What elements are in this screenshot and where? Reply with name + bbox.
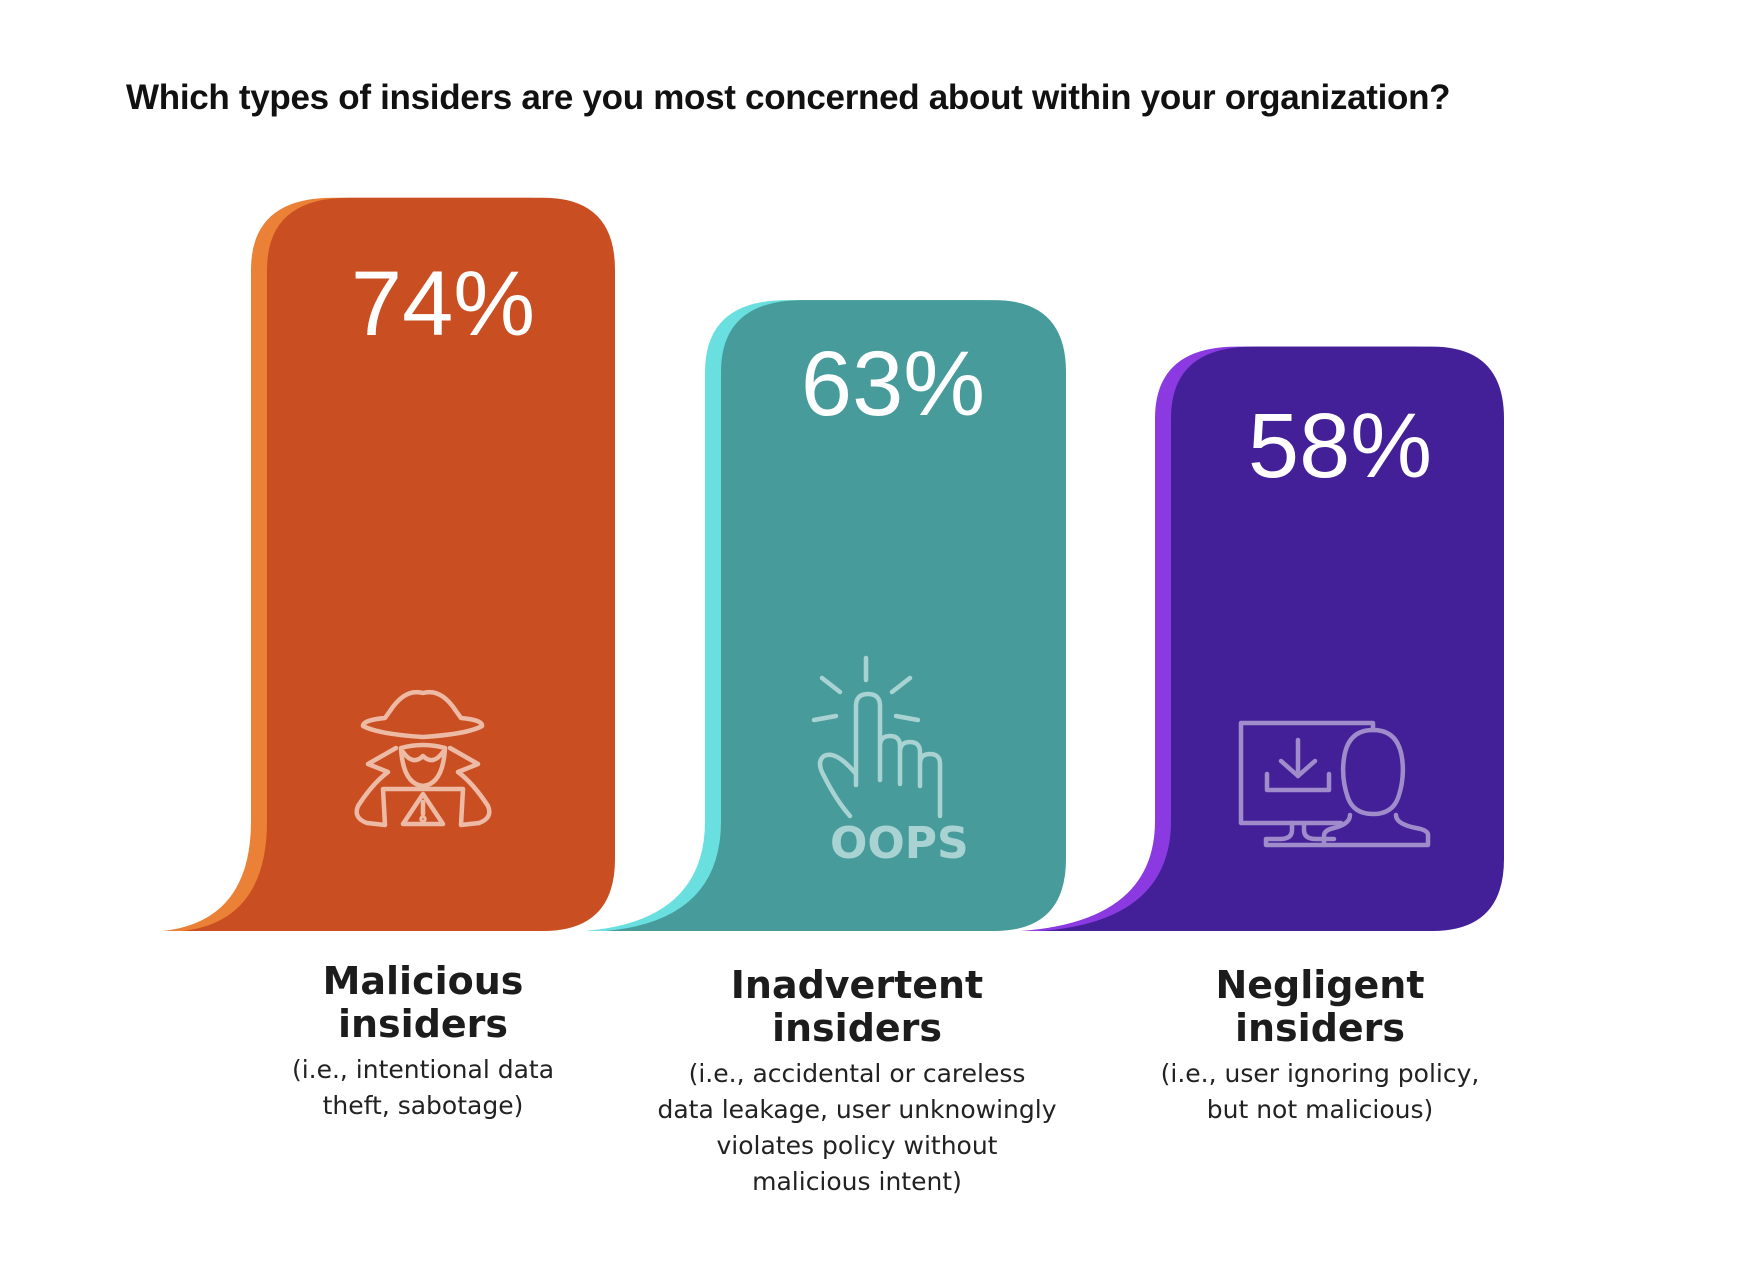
user-download-monitor-icon: [1238, 720, 1431, 848]
chart-title: Which types of insiders are you most con…: [126, 78, 1451, 117]
value-label-negligent: 58%: [1247, 395, 1433, 497]
bar-3: [1041, 346, 1504, 932]
value-label-inadvertent: 63%: [800, 333, 986, 435]
bar-2: [605, 300, 1066, 932]
oops-text: OOPS!: [830, 818, 970, 869]
category-desc: (i.e., accidental or careless: [688, 1059, 1026, 1088]
category-desc: malicious intent): [752, 1167, 962, 1196]
spy-warning-icon: [354, 689, 492, 828]
category-desc: but not malicious): [1206, 1095, 1434, 1124]
category-name: insiders: [771, 1006, 943, 1050]
bar-1: [183, 197, 615, 932]
category-label-malicious: Malicious insiders (i.e., intentional dat…: [213, 960, 633, 1124]
category-label-negligent: Negligent insiders (i.e., user ignoring p…: [1110, 964, 1530, 1128]
category-desc: (i.e., intentional data: [291, 1055, 555, 1084]
pointing-hand-oops-icon: OOPS!: [811, 655, 970, 869]
value-label-malicious: 74%: [350, 253, 536, 355]
category-desc: (i.e., user ignoring policy,: [1160, 1059, 1480, 1088]
category-label-inadvertent: Inadvertent insiders (i.e., accidental or…: [647, 964, 1067, 1200]
category-name: Inadvertent: [730, 963, 984, 1007]
category-desc: data leakage, user unknowingly: [657, 1095, 1057, 1124]
category-name: insiders: [337, 1002, 509, 1046]
category-name: Negligent: [1215, 963, 1425, 1007]
category-name: insiders: [1234, 1006, 1406, 1050]
category-desc: theft, sabotage): [322, 1091, 524, 1120]
category-desc: violates policy without: [716, 1131, 998, 1160]
category-name: Malicious: [322, 959, 524, 1003]
